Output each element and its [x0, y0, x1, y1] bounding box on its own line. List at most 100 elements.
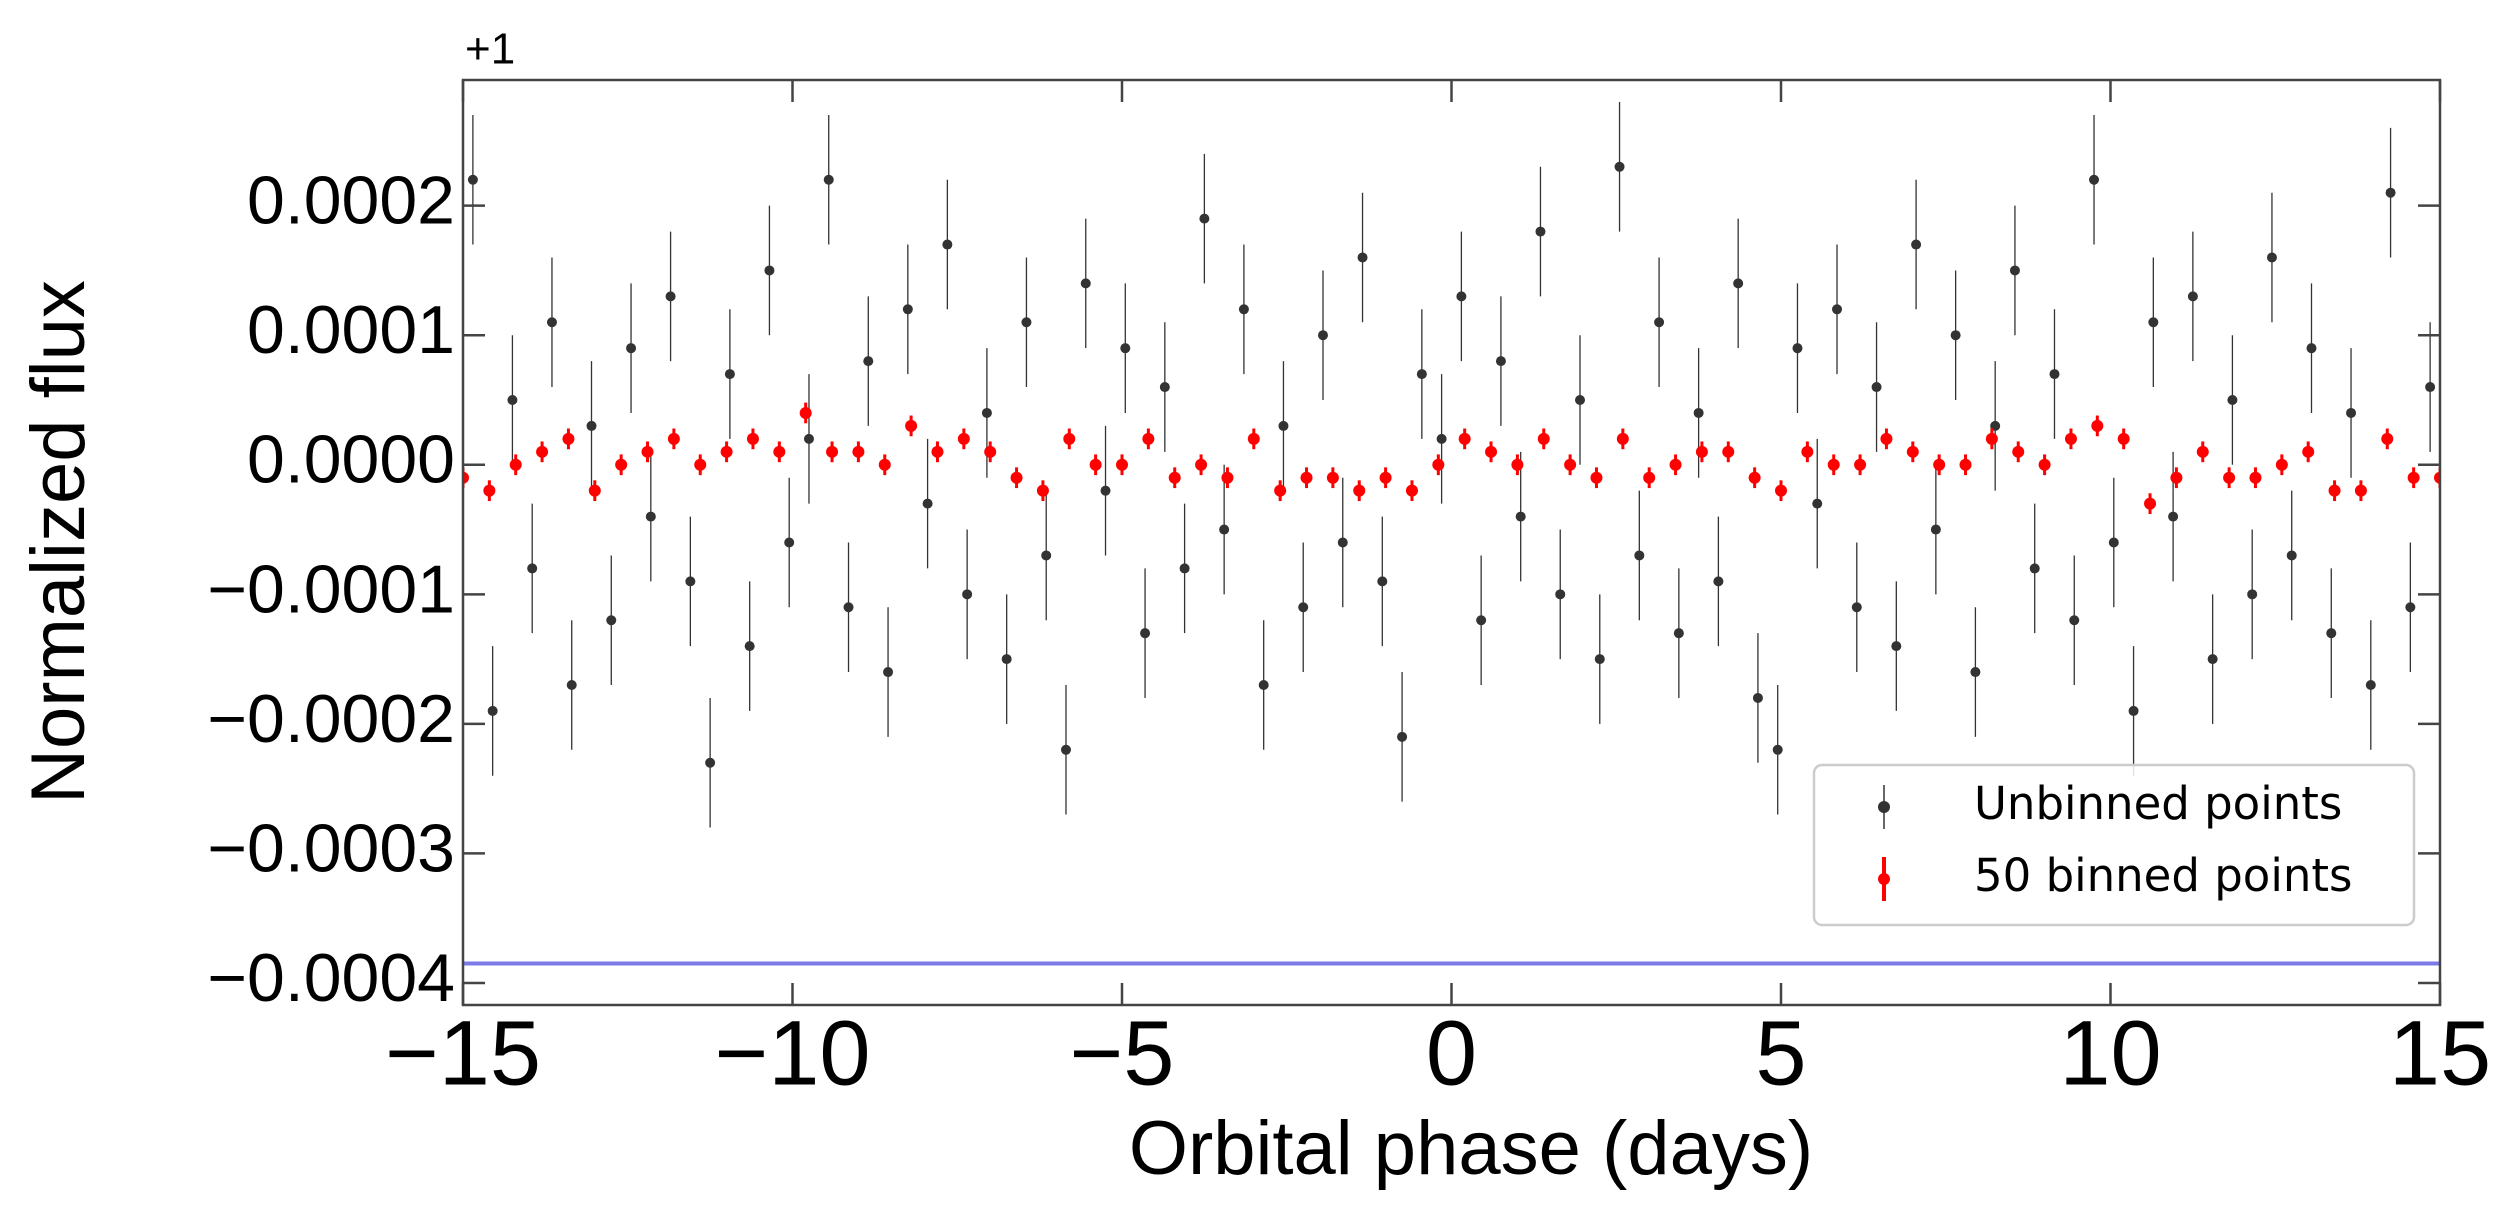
data-point — [1001, 654, 1012, 665]
data-point — [1278, 420, 1289, 431]
data-point — [615, 458, 628, 471]
data-point — [803, 433, 814, 444]
data-point — [1300, 471, 1313, 484]
x-tick-label: 10 — [2059, 1002, 2161, 1104]
data-point — [2365, 680, 2376, 691]
y-tick-label: −0.0002 — [207, 681, 455, 757]
data-point — [2144, 497, 2157, 510]
data-point — [1195, 458, 1208, 471]
data-point — [1713, 576, 1724, 587]
data-point — [1116, 458, 1128, 471]
data-point — [507, 394, 518, 405]
data-point — [2170, 471, 2183, 484]
data-point — [546, 317, 557, 328]
y-tick-label: −0.0001 — [207, 551, 455, 627]
data-point — [2108, 537, 2119, 548]
data-point — [863, 356, 874, 367]
data-point — [1405, 484, 1418, 497]
data-point — [2223, 471, 2236, 484]
data-point — [588, 484, 601, 497]
data-point — [744, 641, 755, 652]
data-point — [1219, 524, 1230, 535]
data-point — [1673, 628, 1684, 639]
data-point — [606, 615, 617, 626]
data-point — [694, 458, 707, 471]
data-point — [2326, 628, 2337, 639]
data-point — [1120, 343, 1131, 354]
data-point — [962, 589, 973, 600]
data-point — [1456, 291, 1467, 302]
data-point — [720, 445, 733, 458]
data-point — [1511, 458, 1524, 471]
data-point — [1950, 330, 1961, 341]
data-point — [1590, 471, 1603, 484]
data-point — [823, 174, 834, 185]
data-point — [665, 291, 676, 302]
data-point — [1432, 458, 1445, 471]
data-point — [2249, 471, 2262, 484]
data-point — [2148, 317, 2159, 328]
data-point — [2275, 458, 2288, 471]
x-tick-label: 0 — [1426, 1002, 1477, 1104]
legend-marker — [1878, 873, 1890, 885]
data-point — [1515, 511, 1526, 522]
data-point — [536, 445, 549, 458]
data-point — [2012, 445, 2025, 458]
data-point — [2381, 432, 2394, 445]
data-point — [1458, 432, 1471, 445]
data-point — [1880, 432, 1893, 445]
data-point — [685, 576, 696, 587]
data-point — [2117, 432, 2130, 445]
data-point — [1733, 278, 1744, 289]
data-point — [1669, 458, 1682, 471]
data-point — [1722, 445, 1735, 458]
data-point — [922, 498, 933, 509]
data-point — [1080, 278, 1091, 289]
data-point — [2064, 432, 2077, 445]
data-point — [705, 757, 716, 768]
data-point — [1614, 161, 1625, 172]
data-point — [799, 406, 812, 419]
data-point — [1906, 445, 1919, 458]
data-point — [2302, 445, 2315, 458]
y-tick-label: −0.0003 — [207, 810, 455, 886]
x-tick-label: −15 — [385, 1002, 541, 1104]
legend-label: Unbinned points — [1974, 777, 2342, 830]
data-point — [1476, 615, 1487, 626]
data-point — [2434, 471, 2440, 484]
data-point — [1911, 239, 1922, 250]
data-point — [1752, 692, 1763, 703]
data-point — [2227, 394, 2238, 405]
data-point — [2328, 484, 2341, 497]
data-point — [2038, 458, 2051, 471]
data-point — [1654, 317, 1665, 328]
data-point — [2425, 382, 2436, 393]
legend-box — [1812, 763, 2416, 927]
y-tick-label: −0.0004 — [207, 940, 455, 1016]
data-point — [509, 458, 522, 471]
plot-area — [463, 102, 2440, 966]
data-point — [1832, 304, 1843, 315]
data-point — [764, 265, 775, 276]
data-point — [1693, 407, 1704, 418]
x-tick-label: 5 — [1755, 1002, 1806, 1104]
data-point — [1485, 445, 1498, 458]
data-point — [1274, 484, 1287, 497]
data-point — [852, 445, 865, 458]
data-point — [843, 602, 854, 613]
data-point — [1436, 433, 1447, 444]
data-point — [1140, 628, 1151, 639]
data-point — [2306, 343, 2317, 354]
data-point — [2128, 705, 2139, 716]
data-point — [667, 432, 680, 445]
data-point — [1416, 369, 1427, 380]
data-point — [586, 420, 597, 431]
data-point — [1564, 458, 1577, 471]
data-point — [1748, 471, 1761, 484]
data-point — [467, 174, 478, 185]
y-tick-label: 0.0002 — [247, 163, 455, 239]
y-tick-label: 0.0001 — [247, 292, 455, 368]
data-point — [1159, 382, 1170, 393]
